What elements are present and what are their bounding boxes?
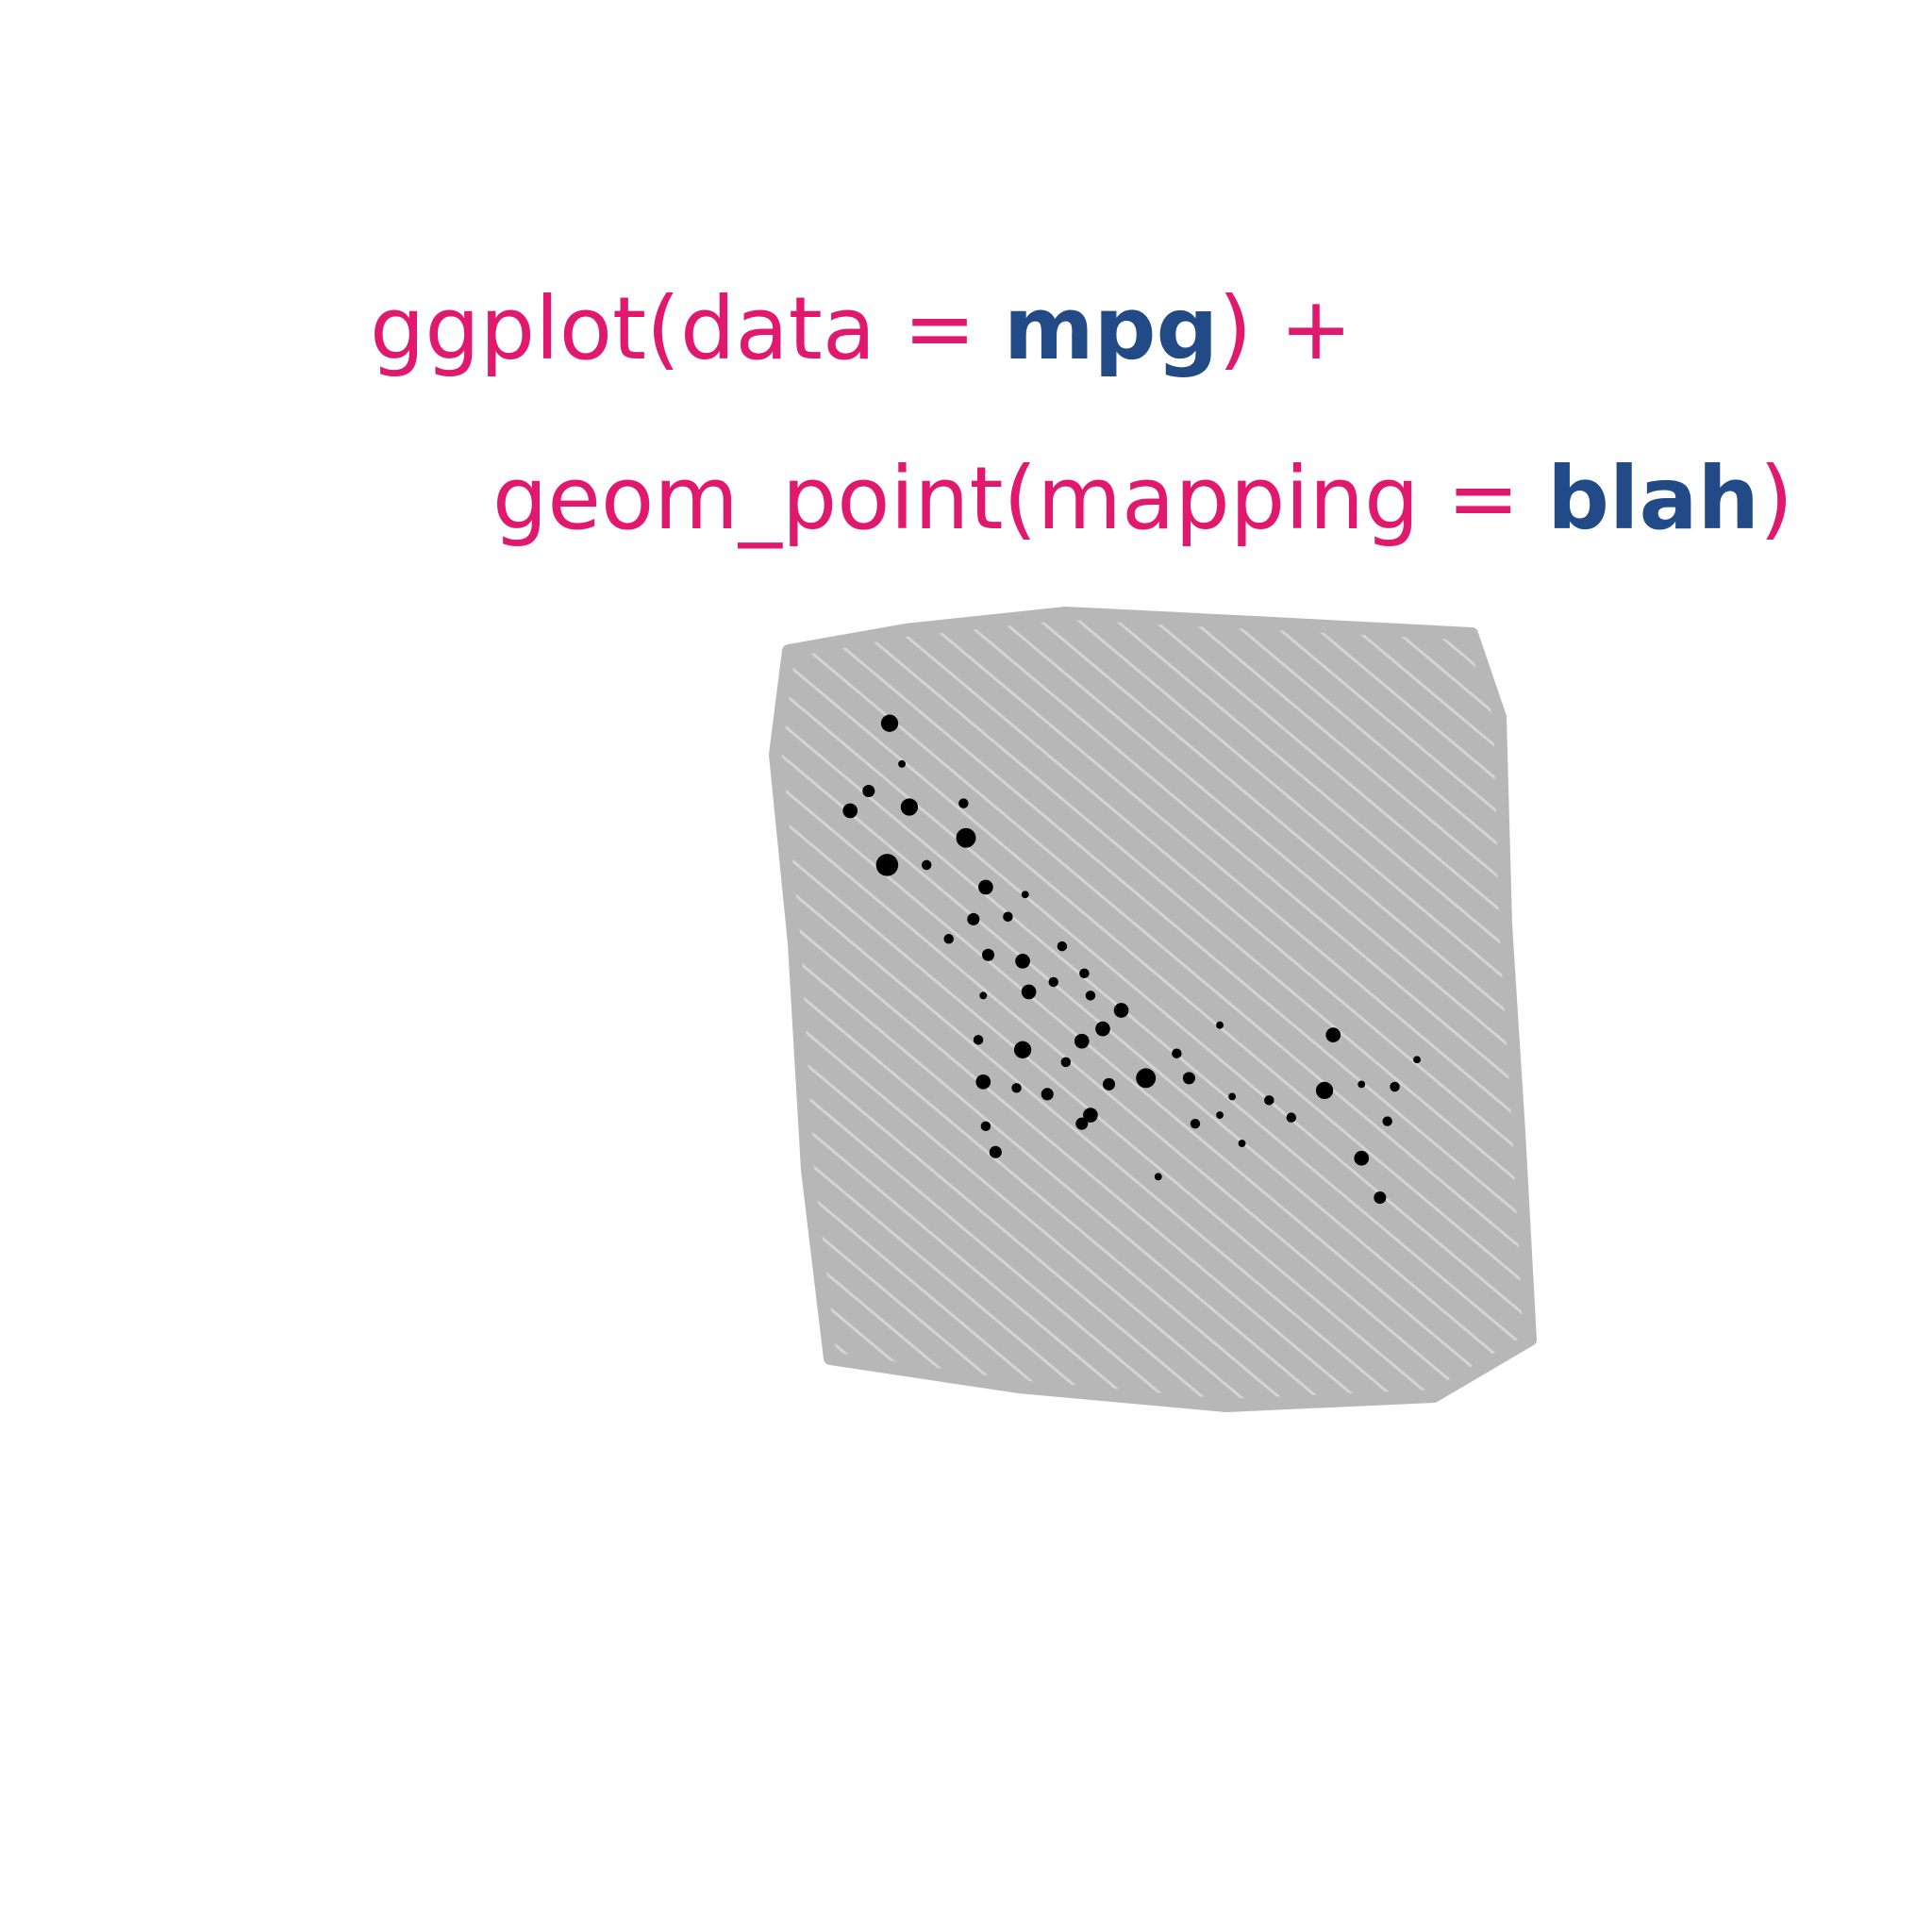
point — [1060, 1057, 1072, 1068]
point — [989, 1145, 1002, 1158]
point — [875, 854, 899, 876]
point — [1083, 1108, 1098, 1123]
point — [1286, 1112, 1297, 1123]
point — [1095, 1021, 1110, 1037]
point — [1021, 984, 1037, 1000]
code-call: ggplot(data = — [370, 278, 1004, 379]
plot-panel — [769, 607, 1537, 1412]
code-line-2: geom_point(mapping = blah) — [492, 448, 1793, 549]
point — [1136, 1068, 1157, 1089]
code-end: ) + — [1218, 278, 1352, 379]
points — [842, 714, 1421, 1205]
point — [978, 879, 993, 895]
point — [1182, 1072, 1195, 1085]
point — [921, 859, 932, 871]
point — [1354, 1150, 1370, 1166]
point — [900, 798, 919, 816]
point — [1003, 911, 1013, 922]
point — [979, 991, 988, 1000]
point — [981, 948, 995, 961]
point — [1015, 953, 1030, 969]
point — [842, 803, 858, 819]
point — [1357, 1080, 1366, 1089]
point — [1075, 1117, 1089, 1130]
point — [1382, 1116, 1392, 1126]
code-arg: mpg — [1004, 278, 1219, 379]
point — [1228, 1092, 1237, 1101]
point — [1216, 1021, 1224, 1029]
point — [898, 759, 906, 768]
point — [1102, 1077, 1116, 1091]
point — [973, 1035, 984, 1045]
point — [1374, 1191, 1387, 1205]
point — [1238, 1140, 1246, 1148]
point — [1390, 1081, 1400, 1092]
point — [943, 934, 954, 944]
point — [880, 714, 899, 732]
point — [956, 827, 976, 848]
code-call: geom_point(mapping = — [492, 448, 1547, 549]
point — [980, 1121, 991, 1132]
point — [1013, 1041, 1032, 1058]
point — [1085, 991, 1096, 1001]
point — [862, 785, 875, 798]
point — [1264, 1095, 1274, 1106]
point — [1190, 1118, 1201, 1129]
point — [1315, 1081, 1334, 1100]
point — [1113, 1003, 1129, 1018]
point — [958, 798, 969, 808]
point — [1413, 1056, 1421, 1064]
point — [1057, 941, 1068, 952]
point — [1172, 1048, 1182, 1058]
point — [1325, 1027, 1341, 1042]
point — [1011, 1083, 1022, 1093]
point — [967, 912, 980, 925]
code-arg: blah — [1547, 448, 1759, 549]
point — [1154, 1173, 1162, 1181]
point — [1041, 1088, 1054, 1101]
point — [1021, 891, 1029, 899]
point — [1074, 1033, 1090, 1049]
code-line-1: ggplot(data = mpg) + — [370, 278, 1353, 379]
code-end: ) — [1759, 448, 1793, 549]
point — [975, 1074, 991, 1090]
point — [1079, 968, 1090, 979]
point — [1048, 976, 1058, 988]
point — [1216, 1111, 1224, 1119]
